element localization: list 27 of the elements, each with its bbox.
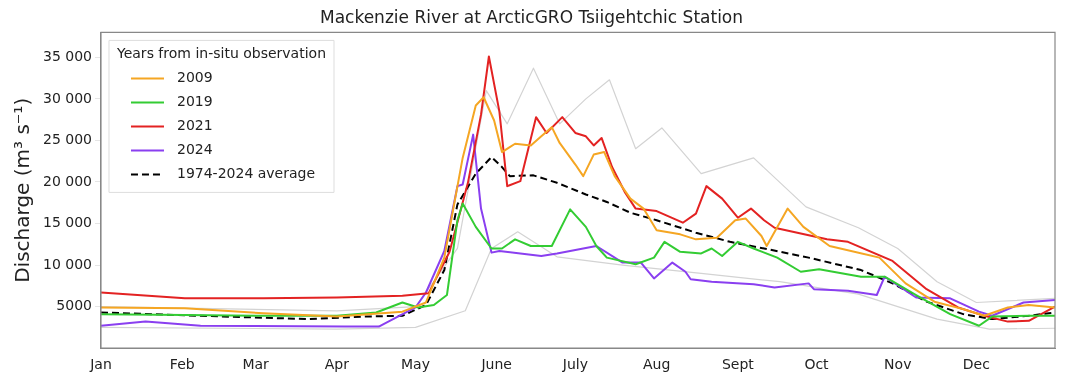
legend-label: 2009 (176, 69, 213, 86)
legend-title: Years from in-situ observation (115, 45, 327, 62)
x-tick-label: Oct (804, 356, 830, 373)
legend-label: 2021 (176, 117, 213, 134)
y-tick-label: 20 000 (42, 172, 92, 189)
legend-label: 1974-2024 average (176, 165, 316, 182)
x-tick-label: Apr (324, 356, 350, 373)
y-axis-title: Discharge (m³ s⁻¹) (10, 97, 35, 283)
y-tick-label: 25 000 (42, 131, 92, 148)
x-tick-label: July (561, 356, 588, 373)
legend-label: 2019 (176, 93, 213, 110)
x-tick-label: Feb (169, 356, 195, 373)
x-tick-label: June (480, 356, 512, 373)
y-tick-label: 15 000 (42, 214, 92, 231)
x-tick-label: Sept (721, 356, 755, 373)
x-tick-label: May (401, 356, 430, 373)
x-tick-label: Aug (642, 356, 671, 373)
y-tick-label: 10 000 (42, 255, 92, 272)
chart-title: Mackenzie River at ArcticGRO Tsiigehtchic Station (319, 6, 744, 27)
legend-label: 2024 (176, 141, 213, 158)
y-tick-label: 30 000 (42, 89, 92, 106)
x-tick-label: Dec (962, 356, 990, 373)
y-tick-label: 5000 (56, 297, 92, 314)
x-tick-label: Jan (89, 356, 112, 373)
y-tick-label: 35 000 (42, 47, 92, 64)
x-tick-label: Nov (884, 356, 912, 373)
x-tick-label: Mar (242, 356, 270, 373)
